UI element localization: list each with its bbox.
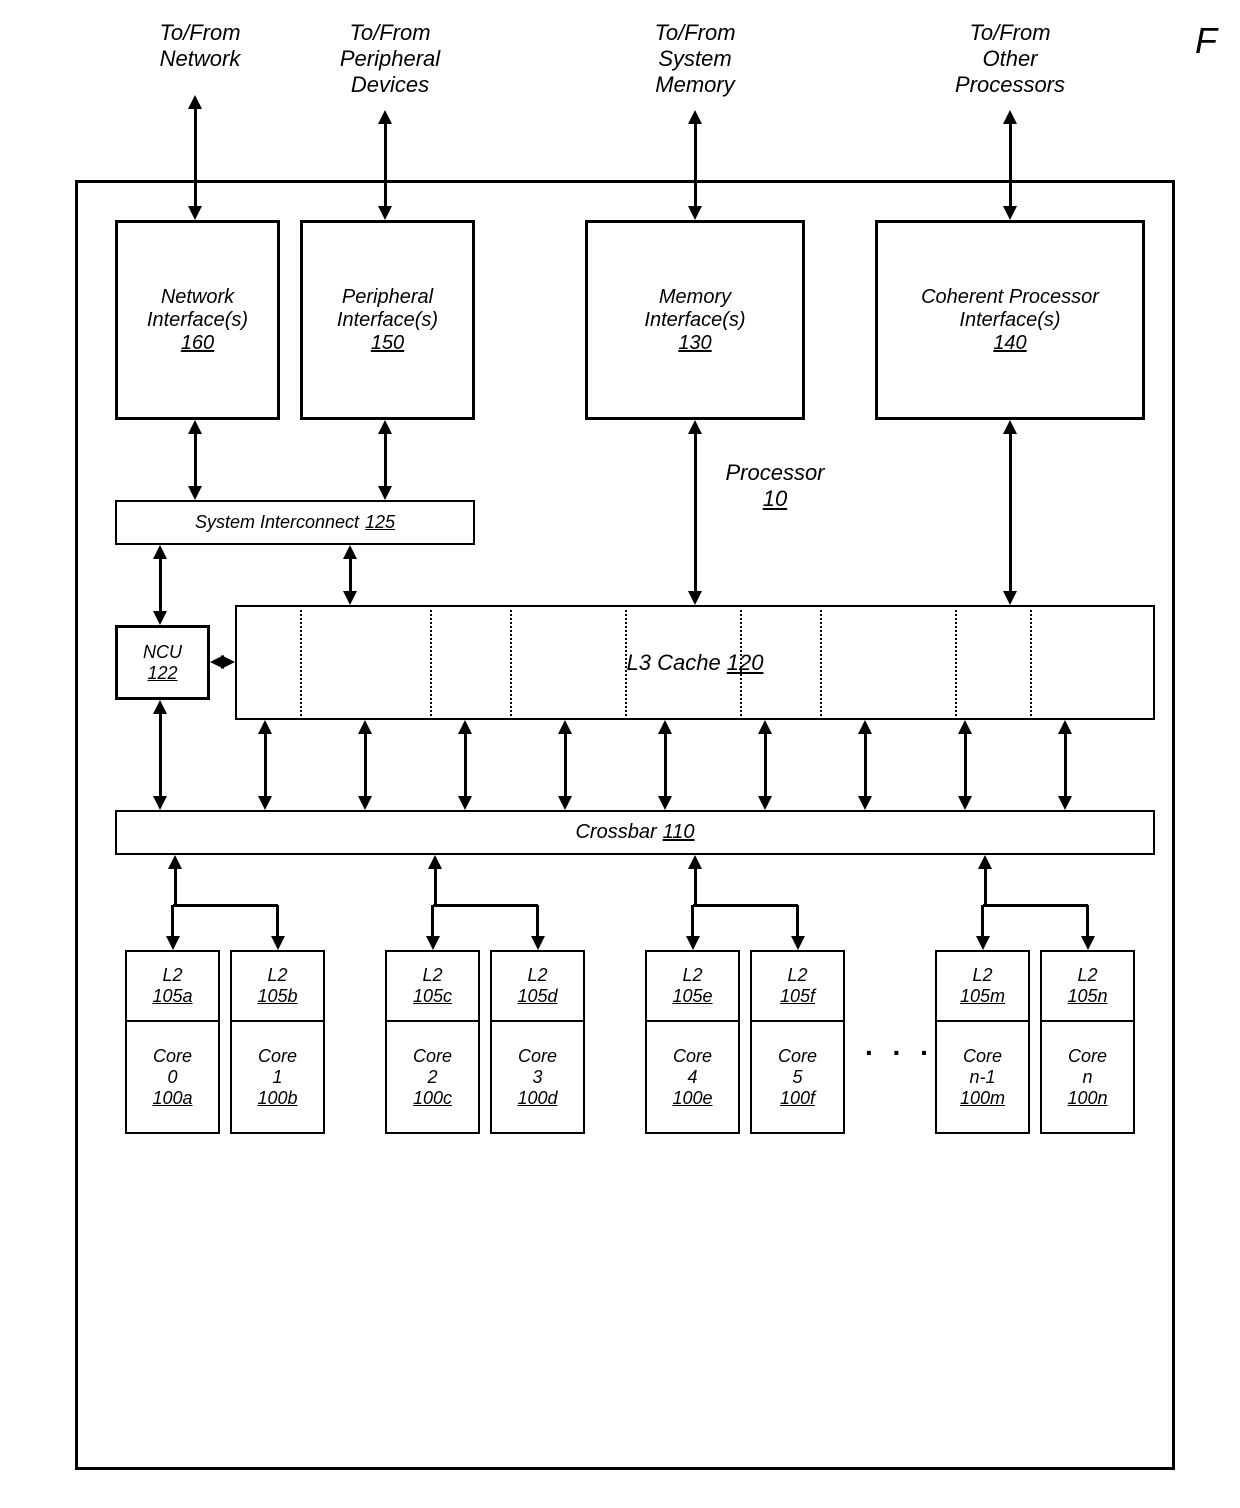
arrow-ext-network	[194, 107, 197, 208]
memory-interface-box: Memory Interface(s) 130	[585, 220, 805, 420]
arrow-l3-crossbar-2	[464, 732, 467, 798]
peripheral-interface-box: Peripheral Interface(s) 150	[300, 220, 475, 420]
ext-label-other: To/From Other Processors	[940, 20, 1080, 98]
core: Core n100n	[1042, 1022, 1133, 1132]
l3-cache-box: L3 Cache 120	[235, 605, 1155, 720]
l3-divider-5	[820, 605, 822, 720]
l2-cache: L2105n	[1042, 952, 1133, 1022]
l3-divider-0	[300, 605, 302, 720]
arrow-ext-other	[1009, 122, 1012, 208]
arrow-l3-crossbar-6	[864, 732, 867, 798]
core-stack-2: L2105cCore 2100c	[385, 950, 480, 1134]
core-stack-6: L2105mCore n-1100m	[935, 950, 1030, 1134]
l3-divider-3	[625, 605, 627, 720]
arrow-periph-to-sys	[384, 432, 387, 488]
cores-ellipsis: . . .	[865, 1030, 934, 1062]
arrow-mem-to-l3	[694, 432, 697, 593]
system-interconnect-box: System Interconnect 125	[115, 500, 475, 545]
core: Core 5100f	[752, 1022, 843, 1132]
arrow-l3-crossbar-8	[1064, 732, 1067, 798]
l3-divider-1	[430, 605, 432, 720]
arrow-l3-crossbar-1	[364, 732, 367, 798]
core-stack-5: L2105fCore 5100f	[750, 950, 845, 1134]
arrow-sys-to-l3	[349, 557, 352, 593]
l3-divider-6	[955, 605, 957, 720]
network-interface-box: Network Interface(s) 160	[115, 220, 280, 420]
core: Core 0100a	[127, 1022, 218, 1132]
core-stack-4: L2105eCore 4100e	[645, 950, 740, 1134]
arrow-net-to-sys	[194, 432, 197, 488]
l2-cache: L2105a	[127, 952, 218, 1022]
processor-block-diagram: To/From Network To/From Peripheral Devic…	[20, 20, 1220, 1488]
core-stack-0: L2105aCore 0100a	[125, 950, 220, 1134]
arrow-l3-crossbar-7	[964, 732, 967, 798]
arrow-coh-to-l3	[1009, 432, 1012, 593]
crossbar-box: Crossbar 110	[115, 810, 1155, 855]
arrow-sys-to-ncu	[159, 557, 162, 613]
core: Core n-1100m	[937, 1022, 1028, 1132]
core: Core 3100d	[492, 1022, 583, 1132]
l2-cache: L2105m	[937, 952, 1028, 1022]
l3-divider-4	[740, 605, 742, 720]
arrow-ext-peripheral	[384, 122, 387, 208]
l3-divider-7	[1030, 605, 1032, 720]
core-stack-3: L2105dCore 3100d	[490, 950, 585, 1134]
core-stack-1: L2105bCore 1100b	[230, 950, 325, 1134]
figure-letter: F	[1195, 20, 1217, 62]
ncu-box: NCU 122	[115, 625, 210, 700]
core: Core 4100e	[647, 1022, 738, 1132]
l2-cache: L2105f	[752, 952, 843, 1022]
core: Core 2100c	[387, 1022, 478, 1132]
l2-cache: L2105e	[647, 952, 738, 1022]
processor-label: Processor 10	[700, 460, 850, 512]
l3-divider-2	[510, 605, 512, 720]
core-stack-7: L2105nCore n100n	[1040, 950, 1135, 1134]
coherent-interface-box: Coherent Processor Interface(s) 140	[875, 220, 1145, 420]
core: Core 1100b	[232, 1022, 323, 1132]
arrow-l3-crossbar-0	[264, 732, 267, 798]
l2-cache: L2105d	[492, 952, 583, 1022]
ext-label-peripheral: To/From Peripheral Devices	[320, 20, 460, 98]
arrow-ncu-to-crossbar	[159, 712, 162, 798]
arrow-l3-crossbar-3	[564, 732, 567, 798]
ext-label-network: To/From Network	[140, 20, 260, 72]
ext-label-memory: To/From System Memory	[635, 20, 755, 98]
l2-cache: L2105c	[387, 952, 478, 1022]
l2-cache: L2105b	[232, 952, 323, 1022]
arrow-l3-crossbar-4	[664, 732, 667, 798]
arrow-l3-crossbar-5	[764, 732, 767, 798]
arrow-ext-memory	[694, 122, 697, 208]
